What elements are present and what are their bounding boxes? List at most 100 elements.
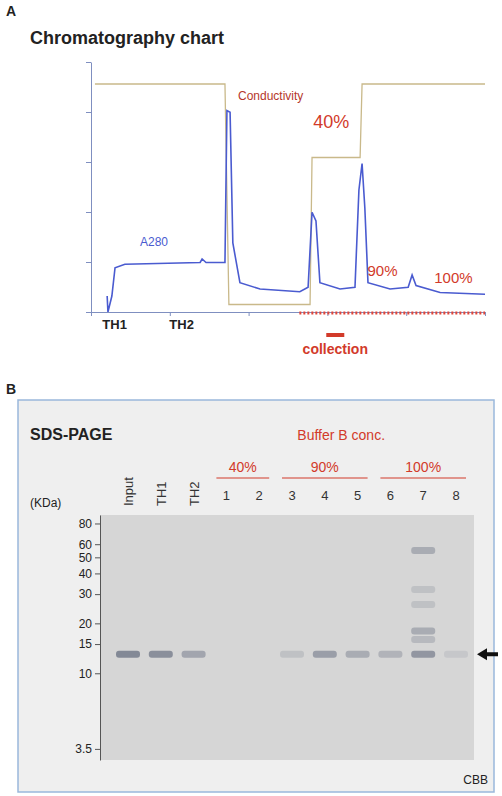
x-axis xyxy=(92,312,486,316)
tick-mark xyxy=(86,162,91,163)
band xyxy=(411,636,435,643)
tick-mark xyxy=(170,312,171,316)
plot-area xyxy=(95,84,485,312)
panel-label: B xyxy=(6,381,16,397)
tick xyxy=(485,312,486,316)
tick: 15 xyxy=(79,637,100,651)
band xyxy=(116,651,140,658)
panel-label: A xyxy=(6,3,16,19)
tick-mark xyxy=(95,573,100,574)
tick-mark xyxy=(86,62,91,63)
series-label: A280 xyxy=(140,235,168,249)
y-axis: 80 6050 40 30 20 15 10 3.5 xyxy=(75,516,100,761)
tick xyxy=(86,262,91,263)
annotation: collection xyxy=(303,341,368,357)
lane-label: 6 xyxy=(387,488,394,503)
lane-label: 3 xyxy=(288,488,295,503)
group-label: 90% xyxy=(311,459,339,475)
chart-title: Chromatography chart xyxy=(30,28,224,48)
subtitle: Buffer B conc. xyxy=(297,427,385,443)
band xyxy=(411,651,435,658)
tick-label: 40 xyxy=(79,567,93,581)
band xyxy=(313,651,337,658)
tick-label: 30 xyxy=(79,587,93,601)
tick-mark xyxy=(86,312,91,313)
lane-label: 8 xyxy=(452,488,459,503)
tick-mark xyxy=(86,262,91,263)
annotation: 90% xyxy=(368,262,398,279)
chart-title: SDS-PAGE xyxy=(30,426,113,443)
arrow xyxy=(477,648,498,660)
lane-label: 4 xyxy=(321,488,328,503)
panel-frame xyxy=(18,400,494,792)
tick xyxy=(91,312,92,316)
band xyxy=(444,651,468,658)
tick-mark xyxy=(95,594,100,595)
gel-background xyxy=(100,515,474,760)
tick-mark xyxy=(249,312,250,316)
plot-area xyxy=(116,547,468,658)
series-line xyxy=(95,84,485,305)
group-label: 100% xyxy=(405,459,441,475)
lane-label: 5 xyxy=(354,488,361,503)
tick: 50 xyxy=(79,551,100,565)
tick-label: 20 xyxy=(79,617,93,631)
tick xyxy=(86,162,91,163)
tick-label: 80 xyxy=(79,517,93,531)
tick-mark xyxy=(406,312,407,316)
annotation: 100% xyxy=(434,269,472,286)
tick: 60 xyxy=(79,538,100,552)
annotation: TH2 xyxy=(169,317,194,332)
collection-bar xyxy=(326,333,344,337)
group-underline xyxy=(282,477,368,478)
tick-label: 50 xyxy=(79,551,93,565)
band xyxy=(182,651,206,658)
band xyxy=(411,627,435,634)
tick-label: 10 xyxy=(79,667,93,681)
axis-line xyxy=(92,312,486,313)
tick-mark xyxy=(95,623,100,624)
collection-line xyxy=(299,312,485,315)
tick xyxy=(406,312,407,316)
axis-line xyxy=(91,63,92,313)
lane-label: TH1 xyxy=(154,481,169,506)
axis-line xyxy=(100,516,101,761)
band xyxy=(280,651,304,658)
series-line xyxy=(107,111,485,313)
tick: 10 xyxy=(79,667,100,681)
tick xyxy=(249,312,250,316)
band xyxy=(378,651,402,658)
tick-mark xyxy=(95,523,100,524)
group-underline xyxy=(216,477,269,478)
band xyxy=(346,651,370,658)
tick: 3.5 xyxy=(75,742,100,756)
tick: 20 xyxy=(79,617,100,631)
group-underline xyxy=(380,477,466,478)
tick xyxy=(86,212,91,213)
tick-mark xyxy=(95,673,100,674)
band xyxy=(149,651,173,658)
lane-label: 7 xyxy=(420,488,427,503)
series-label: Conductivity xyxy=(238,89,303,103)
axis-title: (KDa) xyxy=(30,496,61,510)
tick: 40 xyxy=(79,567,100,581)
tick-mark xyxy=(86,112,91,113)
tick-mark xyxy=(91,312,92,316)
lane-label: Input xyxy=(121,477,136,506)
tick xyxy=(86,112,91,113)
annotation: 40% xyxy=(313,112,349,132)
lane-label: 1 xyxy=(223,488,230,503)
tick xyxy=(86,62,91,63)
tick xyxy=(170,312,171,316)
band xyxy=(411,601,435,608)
tick-mark xyxy=(95,544,100,545)
tick-mark xyxy=(95,557,100,558)
tick xyxy=(86,312,91,313)
tick-mark xyxy=(95,644,100,645)
band xyxy=(411,586,435,593)
lane-label: 2 xyxy=(256,488,263,503)
tick: 80 xyxy=(79,517,100,531)
tick-mark xyxy=(95,749,100,750)
tick-label: 15 xyxy=(79,637,93,651)
band xyxy=(411,547,435,554)
